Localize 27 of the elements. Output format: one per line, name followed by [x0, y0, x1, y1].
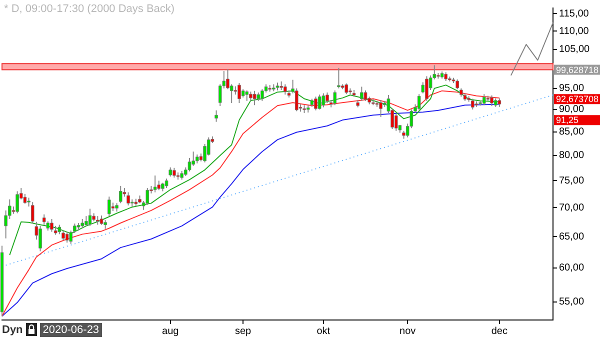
y-tick-label: 75,00	[559, 175, 584, 186]
y-tick-label: 85,00	[559, 126, 584, 138]
y-tick-label: 60,00	[559, 262, 584, 274]
text: 91,25	[556, 115, 579, 126]
y-tick-label: 115,00	[559, 8, 590, 20]
chart-title: * D, 09:00-17:30 (2000 Days Back)	[4, 3, 175, 15]
y-tick-label: 110,00	[559, 26, 590, 37]
candlestick	[16, 190, 19, 214]
candlestick	[172, 167, 176, 178]
text: Dyn	[1, 324, 23, 336]
text: 92,673708	[556, 94, 599, 104]
candlestick	[38, 225, 42, 252]
y-tick-label: 95,00	[559, 83, 584, 94]
y-tick-label: 70,00	[559, 202, 584, 214]
y-tick-label: 90,00	[559, 104, 584, 116]
y-tick-label: 55,00	[559, 296, 584, 308]
band-label: 99,628718	[556, 64, 599, 75]
y-tick-label: 65,00	[559, 231, 584, 242]
x-tick-label: nov	[400, 326, 416, 337]
candlestick	[314, 96, 318, 111]
x-tick-label: aug	[162, 326, 179, 337]
y-tick-label: 80,00	[559, 150, 584, 162]
text: 2020-06-23	[40, 322, 102, 336]
x-tick-label: dec	[491, 326, 508, 337]
x-tick-label: okt	[316, 326, 330, 337]
y-tick-label: 105,00	[559, 44, 590, 56]
x-tick-label: sep	[235, 326, 252, 337]
